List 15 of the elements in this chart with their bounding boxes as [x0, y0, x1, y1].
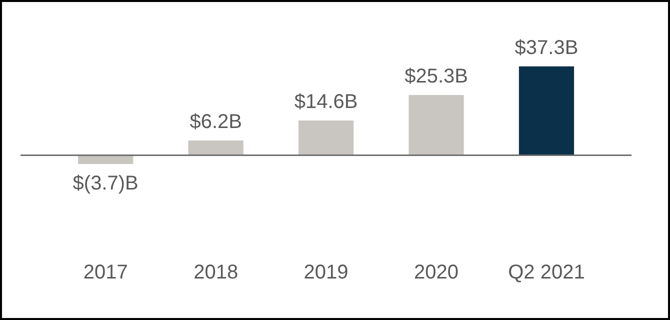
bar: [78, 155, 134, 164]
x-tick-label: 2018: [194, 262, 238, 284]
bar: [518, 66, 574, 156]
bar: [188, 140, 244, 156]
data-label: $6.2B: [190, 110, 242, 133]
data-label: $14.6B: [294, 90, 358, 113]
x-tick-label: Q2 2021: [508, 262, 585, 284]
bar: [298, 120, 354, 156]
x-tick-label: 2019: [304, 262, 348, 284]
data-label: $25.3B: [404, 66, 468, 88]
data-label: $37.3B: [514, 36, 578, 59]
x-tick-label: 2017: [83, 262, 128, 284]
data-label: $(3.7)B: [72, 172, 138, 195]
x-tick-label: 2020: [414, 262, 459, 284]
bar: [408, 94, 464, 156]
